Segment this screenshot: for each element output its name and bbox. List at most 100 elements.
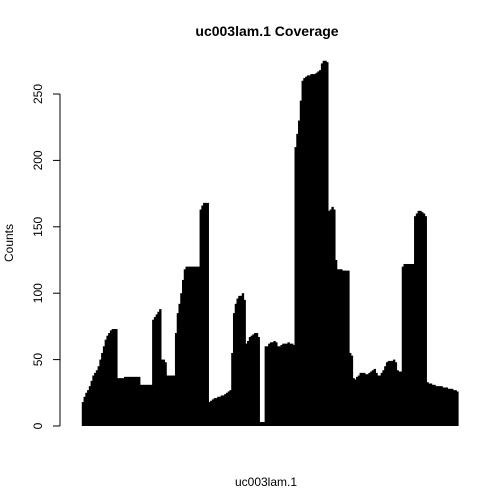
- coverage-bar: [211, 399, 215, 426]
- coverage-bar: [334, 260, 338, 426]
- coverage-bar: [454, 390, 457, 426]
- coverage-bar: [115, 329, 118, 426]
- coverage-bar: [320, 63, 324, 427]
- coverage-bar: [225, 392, 229, 426]
- coverage-bar: [443, 387, 447, 426]
- coverage-bar: [449, 388, 452, 426]
- coverage-bar: [331, 206, 334, 426]
- coverage-bar: [394, 362, 398, 426]
- coverage-bar: [199, 209, 202, 426]
- coverage-bar: [442, 387, 445, 426]
- coverage-bar: [410, 263, 413, 426]
- coverage-bar: [371, 370, 375, 426]
- coverage-bar: [257, 337, 260, 426]
- coverage-bar: [143, 384, 146, 426]
- coverage-bar: [201, 205, 204, 426]
- coverage-bar: [99, 359, 102, 426]
- coverage-bar: [132, 376, 136, 426]
- coverage-bar: [313, 74, 317, 426]
- coverage-bar: [189, 266, 192, 426]
- coverage-bar: [382, 370, 385, 426]
- coverage-bar: [283, 343, 287, 426]
- coverage-bar: [375, 372, 378, 426]
- coverage-bar: [247, 341, 250, 426]
- coverage-bar: [136, 376, 139, 426]
- coverage-bar: [234, 303, 238, 426]
- coverage-bar: [356, 376, 359, 426]
- coverage-bar: [218, 396, 222, 426]
- coverage-bar: [109, 330, 113, 426]
- coverage-bar: [414, 216, 417, 426]
- coverage-bar: [88, 386, 92, 426]
- coverage-bar: [305, 76, 308, 427]
- coverage-bar: [166, 375, 169, 426]
- coverage-bar: [403, 263, 406, 426]
- coverage-bar: [187, 266, 190, 426]
- coverage-bar: [141, 384, 144, 426]
- coverage-bar: [252, 334, 255, 426]
- coverage-bar: [419, 210, 422, 426]
- coverage-bar: [210, 400, 213, 426]
- coverage-bar: [354, 379, 357, 426]
- x-axis-label: uc003lam.1: [235, 475, 297, 489]
- coverage-bar: [303, 78, 306, 427]
- coverage-bar: [111, 329, 115, 426]
- coverage-bar: [176, 313, 180, 426]
- coverage-bar: [106, 335, 109, 426]
- coverage-bar: [407, 263, 410, 426]
- coverage-bar: [306, 75, 310, 427]
- coverage-bar: [101, 352, 104, 426]
- coverage-bar: [157, 311, 160, 426]
- coverage-bar: [232, 313, 236, 426]
- coverage-bar: [224, 394, 227, 426]
- coverage-bar: [436, 386, 440, 426]
- coverage-bar: [377, 375, 380, 426]
- coverage-bar: [389, 360, 392, 426]
- coverage-bar: [181, 279, 185, 426]
- coverage-bar: [129, 376, 132, 426]
- coverage-bar: [424, 216, 427, 426]
- coverage-bar: [366, 374, 369, 426]
- coverage-bar: [349, 352, 352, 426]
- coverage-bar: [92, 375, 95, 426]
- coverage-bar: [391, 360, 394, 426]
- coverage-bar: [363, 372, 366, 426]
- coverage-bar: [398, 371, 401, 426]
- coverage-bar: [428, 383, 431, 426]
- y-tick-label: 250: [31, 84, 45, 104]
- coverage-bar: [352, 378, 355, 426]
- coverage-bar: [292, 344, 296, 426]
- coverage-bar: [336, 269, 340, 426]
- coverage-bar: [340, 269, 343, 426]
- coverage-bar: [431, 384, 434, 426]
- coverage-bar: [275, 342, 278, 426]
- coverage-bar: [310, 74, 313, 426]
- coverage-bar: [162, 359, 166, 426]
- coverage-bar: [236, 298, 239, 426]
- coverage-bar: [329, 209, 333, 426]
- coverage-bar: [264, 346, 267, 426]
- coverage-bar: [319, 70, 322, 426]
- coverage-bar: [301, 80, 304, 426]
- coverage-bar: [268, 343, 271, 426]
- coverage-bar: [81, 402, 85, 426]
- coverage-bar: [155, 314, 158, 426]
- coverage-bar: [113, 329, 116, 426]
- coverage-bar: [127, 376, 130, 426]
- coverage-bar: [178, 303, 181, 426]
- coverage-bar: [266, 346, 269, 426]
- coverage-bar: [347, 270, 350, 426]
- coverage-bar: [373, 368, 376, 426]
- coverage-bar: [222, 395, 225, 426]
- coverage-bar: [438, 386, 442, 426]
- coverage-bar: [280, 344, 283, 426]
- coverage-bar: [185, 266, 188, 426]
- coverage-bar: [368, 372, 371, 426]
- coverage-bar: [192, 266, 195, 426]
- coverage-bar: [204, 202, 208, 426]
- coverage-bar: [298, 120, 301, 426]
- coverage-bar: [174, 333, 178, 426]
- coverage-bar: [357, 375, 361, 426]
- coverage-bar: [278, 346, 282, 426]
- coverage-bar: [206, 202, 209, 426]
